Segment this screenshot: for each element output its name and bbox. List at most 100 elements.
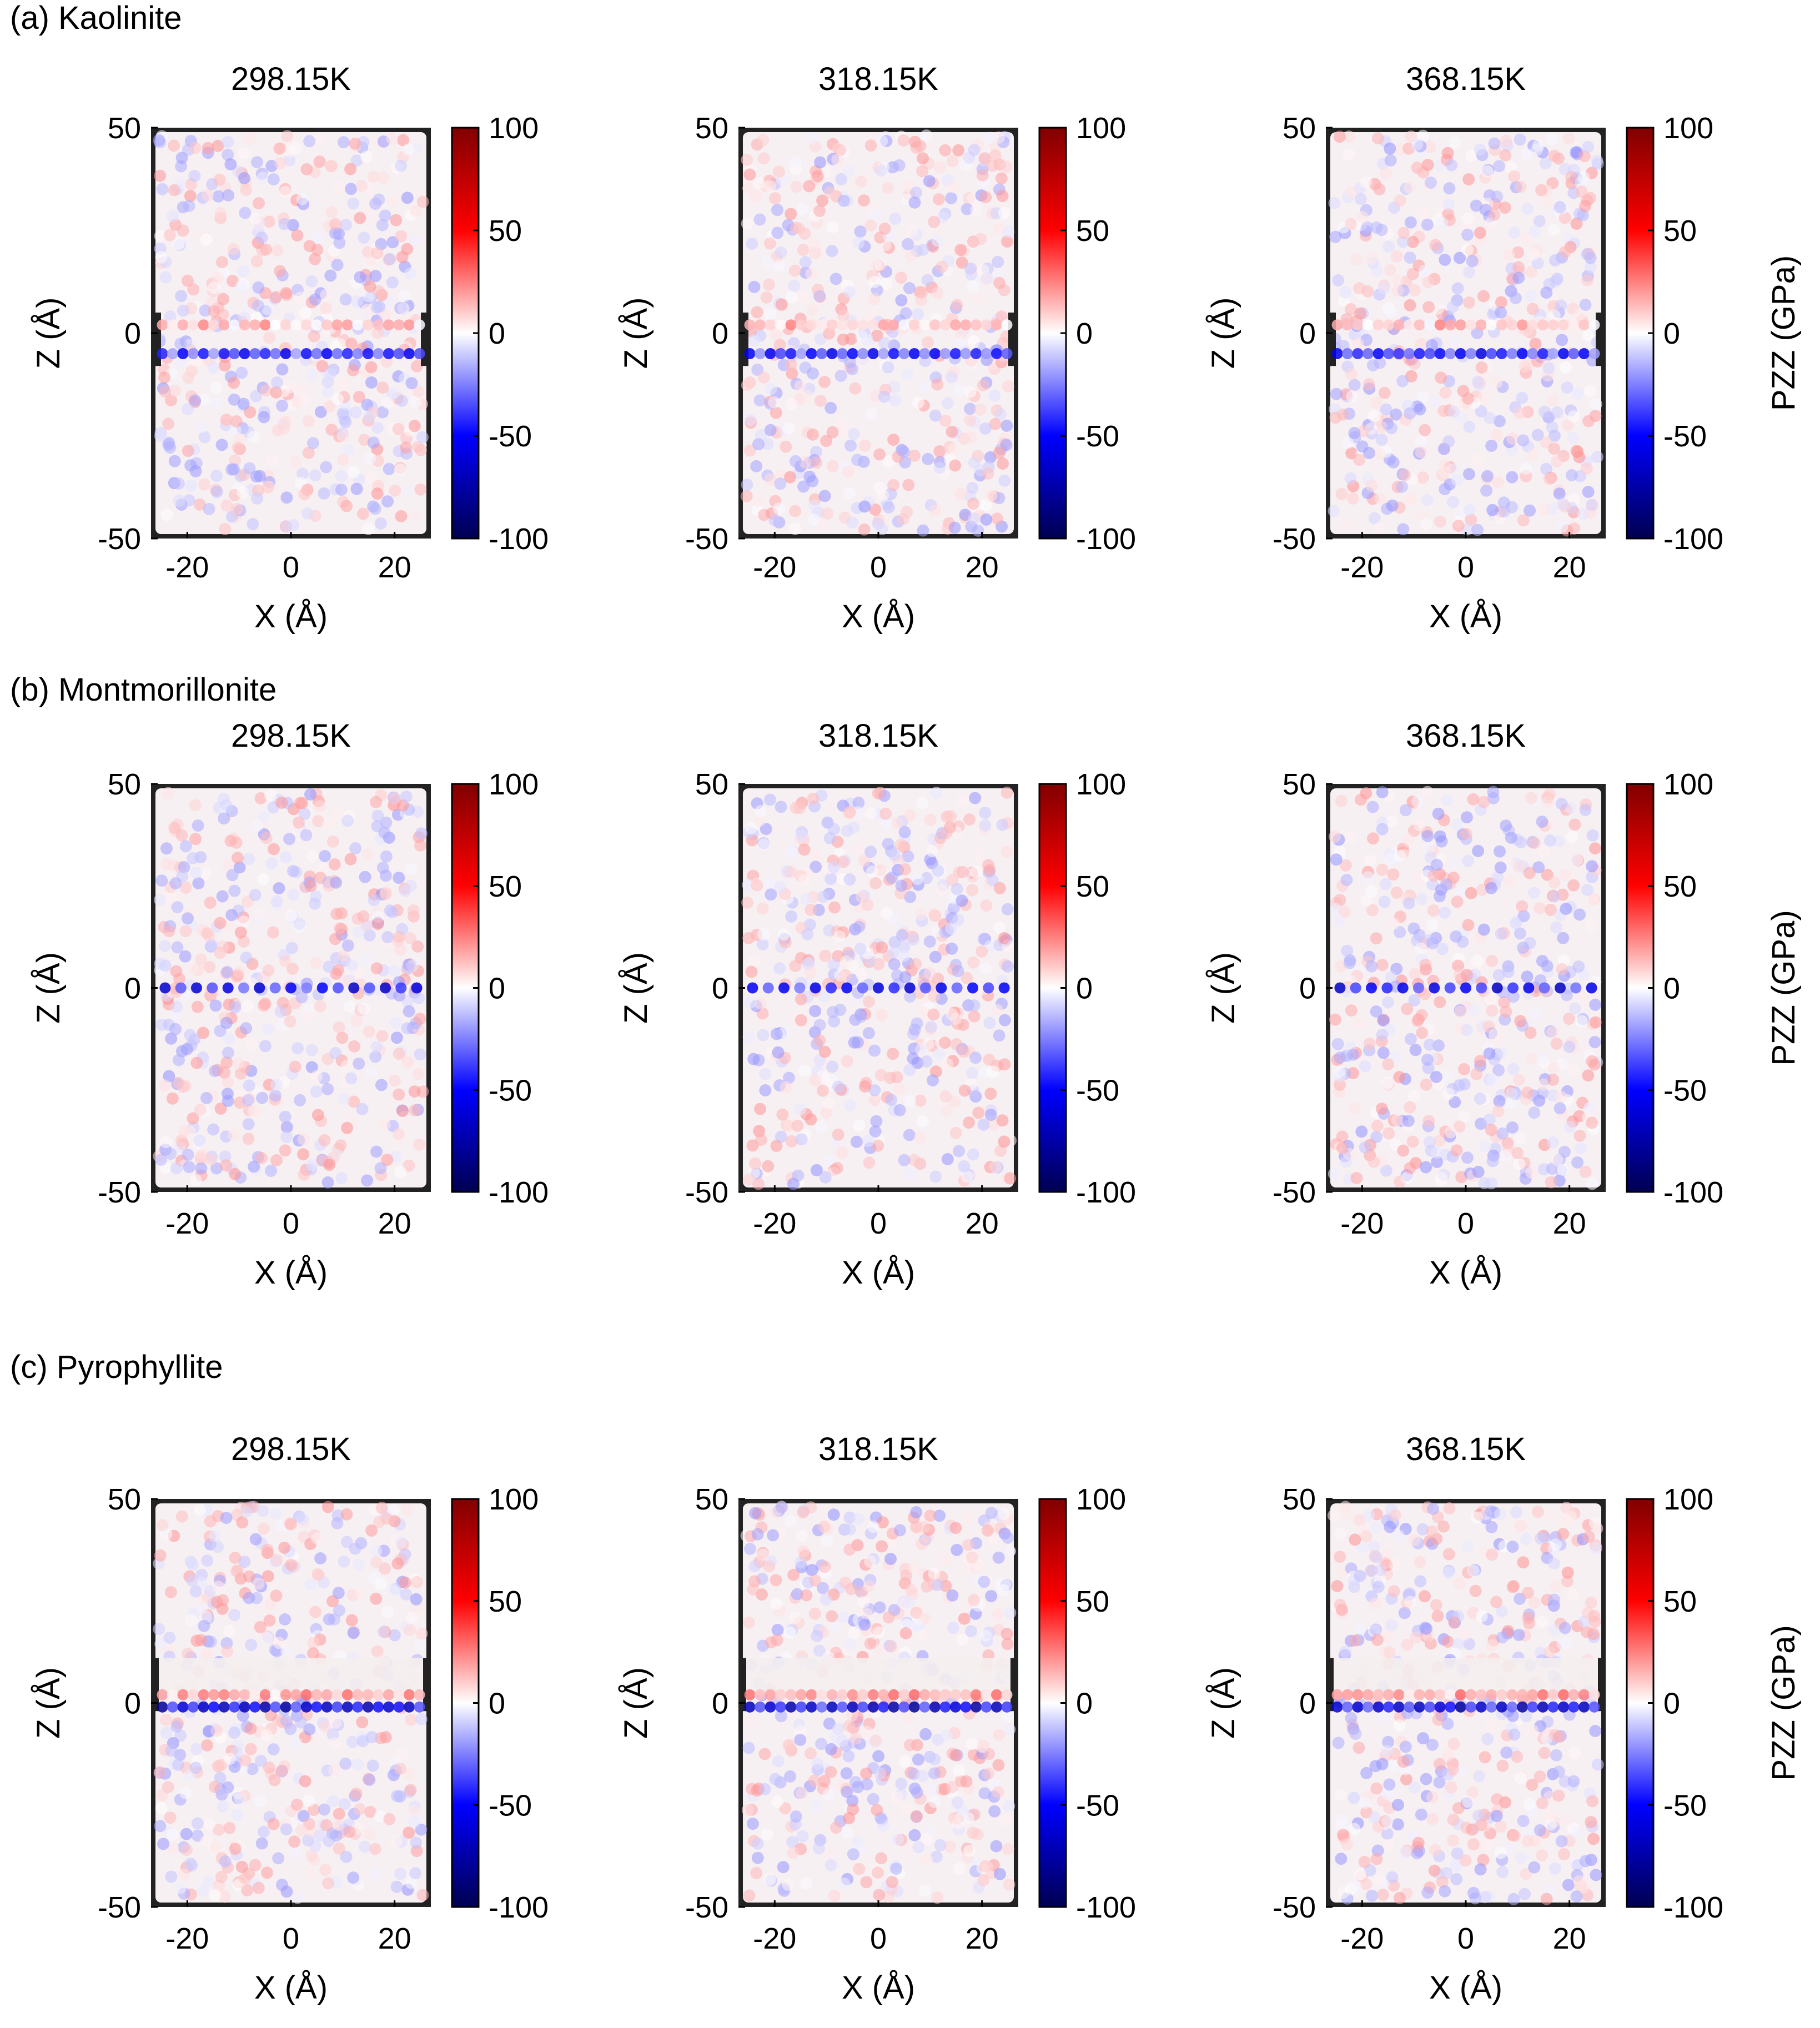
- y-tick-label: 0: [712, 317, 728, 350]
- atom-marker: [280, 348, 291, 359]
- heatmap-cell: [914, 1094, 927, 1107]
- atom-marker: [1372, 319, 1384, 331]
- atom-marker: [991, 1701, 1002, 1713]
- heatmap-cell: [1484, 411, 1496, 424]
- heatmap-cell: [341, 814, 354, 827]
- heatmap-cell: [855, 175, 868, 188]
- heatmap-cell: [270, 895, 283, 908]
- heatmap-cell: [1449, 137, 1461, 149]
- heatmap-cell: [1437, 405, 1450, 417]
- y-axis-label: Z (Å): [1205, 298, 1241, 369]
- heatmap-cell: [208, 281, 220, 294]
- heatmap-cell: [279, 1144, 291, 1157]
- heatmap-cell: [155, 874, 168, 887]
- heatmap-cell: [333, 180, 345, 193]
- heatmap-cell: [155, 1801, 168, 1814]
- heatmap-cell: [370, 1145, 383, 1158]
- heatmap-cell: [999, 1814, 1012, 1826]
- heatmap-cell: [1537, 1052, 1550, 1065]
- heatmap-cell: [800, 893, 813, 905]
- heatmap-cell: [290, 1798, 303, 1811]
- heatmap-cell: [897, 134, 910, 147]
- heatmap-cell: [889, 213, 902, 225]
- heatmap-cell: [1404, 1033, 1417, 1045]
- heatmap-cell: [829, 1821, 842, 1834]
- heatmap-cell: [826, 1060, 839, 1073]
- atom-marker: [1363, 319, 1374, 331]
- heatmap-cell: [263, 1614, 276, 1627]
- heatmap-cell: [1551, 273, 1563, 285]
- heatmap-cell: [254, 792, 267, 804]
- heatmap-cell: [371, 809, 384, 822]
- heatmap-cell: [798, 843, 811, 856]
- heatmap-cell: [1361, 871, 1374, 884]
- heatmap-cell: [1397, 227, 1410, 239]
- heatmap-cell: [1420, 1078, 1432, 1091]
- heatmap-cell: [1562, 1013, 1575, 1025]
- heatmap-cell: [1384, 142, 1396, 155]
- heatmap-cell: [1426, 1738, 1439, 1751]
- heatmap-cell: [1344, 472, 1357, 485]
- heatmap-cell: [931, 378, 944, 391]
- heatmap-cell: [1353, 1514, 1366, 1527]
- heatmap-cell: [209, 396, 222, 409]
- heatmap-cell: [173, 1054, 185, 1066]
- heatmap-cell: [408, 1815, 420, 1828]
- heatmap-cell: [869, 1125, 882, 1138]
- heatmap-cell: [393, 872, 405, 884]
- heatmap-cell: [862, 1580, 875, 1593]
- heatmap-cell: [1451, 895, 1464, 908]
- heatmap-cell: [221, 859, 234, 872]
- heatmap-cell: [903, 282, 916, 294]
- heatmap-cell: [818, 376, 831, 388]
- heatmap-cell: [1520, 148, 1533, 160]
- heatmap-cell: [1485, 1719, 1497, 1732]
- heatmap-cell: [1363, 378, 1375, 391]
- heatmap-cell: [1555, 1090, 1567, 1103]
- heatmap-cell: [269, 1507, 282, 1520]
- heatmap-cell: [800, 1589, 813, 1602]
- heatmap-cell: [403, 1768, 416, 1780]
- heatmap-cell: [401, 1056, 414, 1069]
- x-tick-label: -20: [165, 1207, 209, 1240]
- heatmap-cell: [1570, 445, 1583, 457]
- heatmap-cell: [1334, 894, 1346, 907]
- heatmap-cell: [197, 1885, 209, 1898]
- heatmap-cell: [941, 1058, 953, 1070]
- heatmap-cell: [258, 411, 270, 424]
- heatmap-cell: [163, 229, 176, 241]
- heatmap-cell: [800, 1877, 813, 1890]
- colorbar-tick-label: 0: [1663, 972, 1680, 1005]
- heatmap-cell: [401, 962, 414, 974]
- heatmap-cell: [745, 965, 758, 978]
- colorbar-tick-label: -50: [489, 420, 532, 453]
- heatmap-cell: [834, 144, 847, 156]
- heatmap-cell: [415, 827, 428, 840]
- heatmap-cell: [379, 1731, 392, 1744]
- heatmap-cell: [289, 1847, 301, 1860]
- heatmap-cell: [169, 877, 182, 890]
- atom-marker: [1465, 348, 1477, 359]
- heatmap-cell: [888, 394, 901, 406]
- heatmap-cell: [902, 238, 914, 250]
- heatmap-cell: [1493, 1095, 1506, 1108]
- heatmap-cell: [1467, 1004, 1480, 1016]
- heatmap-cell: [1381, 1631, 1394, 1643]
- heatmap-cell: [977, 1874, 990, 1886]
- heatmap-cell: [182, 1149, 194, 1161]
- heatmap-cell: [212, 1823, 225, 1836]
- atom-marker: [1413, 982, 1424, 994]
- y-axis-label: Z (Å): [618, 1667, 654, 1739]
- heatmap-cell: [956, 894, 968, 907]
- heatmap-cell: [963, 1844, 976, 1857]
- heatmap-cell: [159, 385, 172, 397]
- heatmap-cell: [764, 424, 777, 436]
- heatmap-cell: [178, 1869, 190, 1881]
- heatmap-cell: [1556, 334, 1568, 346]
- heatmap-cell: [179, 881, 192, 894]
- heatmap-cell: [864, 846, 877, 858]
- heatmap-cell: [770, 1140, 783, 1153]
- atom-marker: [888, 1701, 899, 1713]
- x-tick-label: -20: [165, 551, 209, 584]
- heatmap-cell: [805, 903, 817, 916]
